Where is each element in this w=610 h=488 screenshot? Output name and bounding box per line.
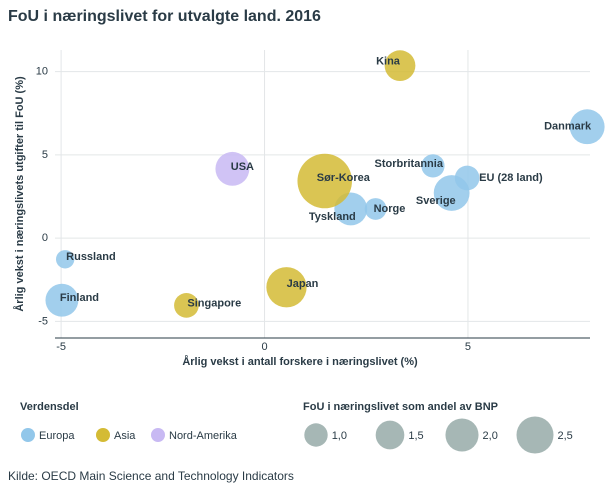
legend-marker	[21, 428, 35, 442]
point-label: Singapore	[187, 297, 241, 309]
point-label: Japan	[287, 278, 319, 290]
x-tick-label: 0	[261, 341, 267, 353]
legend-title: Verdensdel	[20, 401, 79, 413]
legend-label: Nord-Amerika	[169, 430, 238, 442]
bubble	[569, 109, 605, 145]
bubble	[215, 151, 250, 186]
legend-label: Asia	[114, 430, 136, 442]
legend-marker	[96, 428, 110, 442]
point-label: EU (28 land)	[479, 172, 543, 184]
point-label: Sør-Korea	[317, 172, 371, 184]
bubble	[174, 293, 199, 318]
chart-title: FoU i næringslivet for utvalgte land. 20…	[8, 8, 321, 25]
point-label: Danmark	[544, 121, 592, 133]
y-tick-label: 10	[36, 66, 48, 78]
bubble	[364, 198, 387, 220]
size-legend-label: 1,5	[408, 430, 423, 442]
size-legend-marker	[375, 420, 405, 450]
point-label: USA	[231, 161, 254, 173]
size-legend-marker	[445, 418, 479, 452]
bubble	[433, 175, 470, 211]
size-legend-label: 2,0	[483, 430, 498, 442]
point-label: Russland	[66, 251, 116, 263]
x-axis-label: Årlig vekst i antall forskere i næringsl…	[182, 355, 418, 368]
y-tick-label: -5	[38, 315, 48, 327]
size-legend-marker	[304, 423, 328, 447]
size-legend-marker	[516, 416, 554, 454]
size-legend-title: FoU i næringslivet som andel av BNP	[303, 401, 498, 413]
point-label: Tyskland	[309, 211, 356, 223]
x-tick-label: -5	[56, 341, 66, 353]
bubble	[421, 154, 445, 178]
bubble	[55, 250, 75, 269]
point-label: Sverige	[416, 195, 456, 207]
legend-label: Europa	[39, 430, 75, 442]
bubble	[384, 50, 416, 82]
source: Kilde: OECD Main Science and Technology …	[8, 469, 294, 483]
y-tick-label: 0	[42, 232, 48, 244]
size-legend-label: 1,0	[332, 430, 347, 442]
bubble	[45, 283, 79, 317]
legend-marker	[151, 428, 165, 442]
point-label: Kina	[376, 56, 401, 68]
bubble	[297, 153, 353, 209]
point-label: Norge	[374, 203, 406, 215]
size-legend-label: 2,5	[557, 430, 572, 442]
y-axis-label: Årlig vekst i næringslivets utgifter til…	[13, 76, 26, 312]
bubble	[266, 267, 307, 308]
y-tick-label: 5	[42, 149, 48, 161]
point-label: Storbritannia	[375, 158, 444, 170]
x-tick-label: 5	[465, 341, 471, 353]
point-label: Finland	[60, 292, 99, 304]
